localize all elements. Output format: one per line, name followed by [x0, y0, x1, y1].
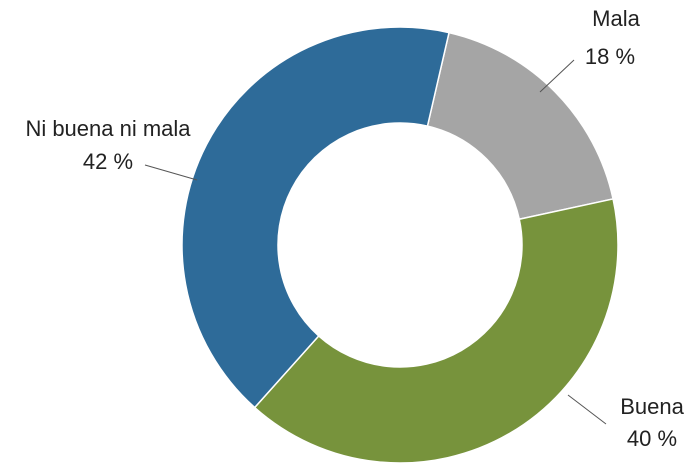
leader-line	[144, 164, 198, 181]
value-label: 40 %	[627, 426, 677, 451]
slice-label: Mala	[592, 6, 640, 31]
value-label: 18 %	[585, 44, 635, 69]
leader-line	[539, 59, 575, 93]
slice-label: Buena	[620, 394, 684, 419]
donut-slice	[426, 31, 614, 221]
donut-slice	[253, 198, 619, 464]
value-label: 42 %	[83, 149, 133, 174]
leader-line	[567, 394, 607, 425]
donut-slice	[181, 26, 450, 409]
slice-label: Ni buena ni mala	[25, 116, 191, 141]
